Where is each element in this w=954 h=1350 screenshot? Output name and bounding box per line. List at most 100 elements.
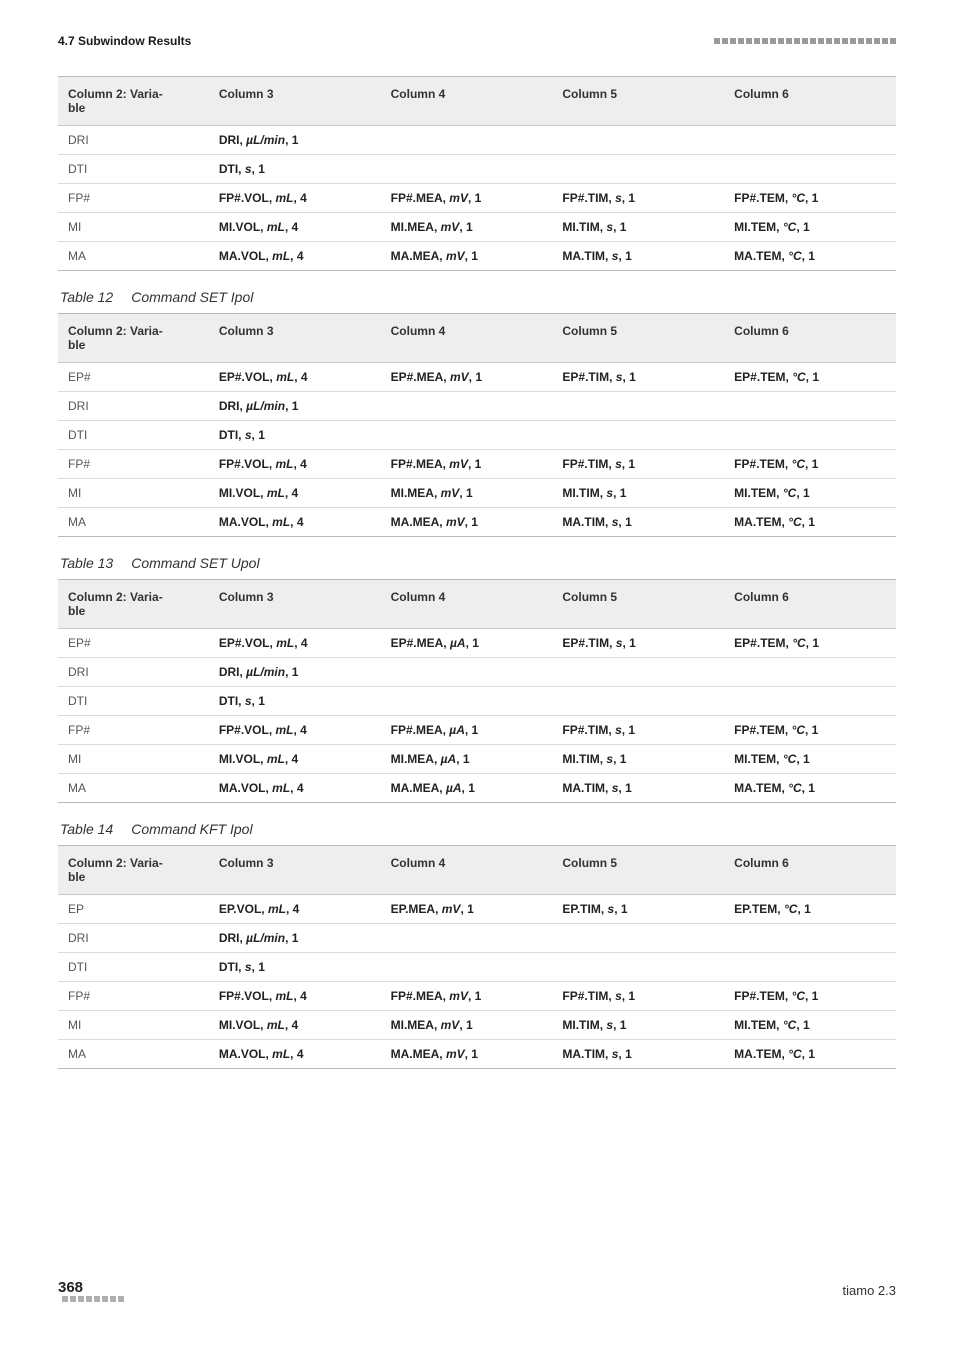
row-value: DRI, µL/min, 1	[209, 658, 381, 687]
table-row: EPEP.VOL, mL, 4EP.MEA, mV, 1EP.TIM, s, 1…	[58, 895, 896, 924]
row-value: EP#.MEA, µA, 1	[381, 629, 553, 658]
row-value	[552, 421, 724, 450]
row-variable: EP#	[58, 629, 209, 658]
table-header-cell: Column 4	[381, 314, 553, 363]
table-header-cell: Column 3	[209, 77, 381, 126]
table-row: MIMI.VOL, mL, 4MI.MEA, mV, 1MI.TIM, s, 1…	[58, 1011, 896, 1040]
row-value: MI.TEM, °C, 1	[724, 213, 896, 242]
row-value	[552, 392, 724, 421]
row-variable: FP#	[58, 716, 209, 745]
table-header-cell: Column 5	[552, 580, 724, 629]
row-value: FP#.VOL, mL, 4	[209, 716, 381, 745]
row-value: EP.TIM, s, 1	[552, 895, 724, 924]
table-header-cell: Column 6	[724, 846, 896, 895]
page-number: 368	[58, 1279, 83, 1296]
table-header-cell: Column 6	[724, 77, 896, 126]
row-value: EP.TEM, °C, 1	[724, 895, 896, 924]
row-value: MI.TIM, s, 1	[552, 1011, 724, 1040]
row-value: FP#.VOL, mL, 4	[209, 450, 381, 479]
row-value: FP#.TIM, s, 1	[552, 982, 724, 1011]
table-header-cell: Column 4	[381, 77, 553, 126]
row-variable: DTI	[58, 953, 209, 982]
table-row: DRIDRI, µL/min, 1	[58, 392, 896, 421]
row-value: MA.TIM, s, 1	[552, 508, 724, 537]
table-header-cell: Column 6	[724, 314, 896, 363]
row-value: FP#.MEA, mV, 1	[381, 184, 553, 213]
table-row: MIMI.VOL, mL, 4MI.MEA, mV, 1MI.TIM, s, 1…	[58, 213, 896, 242]
row-value: DTI, s, 1	[209, 687, 381, 716]
row-variable: DRI	[58, 126, 209, 155]
table-header-cell: Column 5	[552, 846, 724, 895]
row-variable: DTI	[58, 155, 209, 184]
row-value	[724, 155, 896, 184]
row-value: MA.MEA, mV, 1	[381, 508, 553, 537]
row-variable: DTI	[58, 687, 209, 716]
table-row: DTIDTI, s, 1	[58, 953, 896, 982]
row-value: MI.TIM, s, 1	[552, 213, 724, 242]
row-value	[381, 924, 553, 953]
row-value: MI.TIM, s, 1	[552, 479, 724, 508]
section-title: 4.7 Subwindow Results	[58, 34, 191, 48]
row-value: MA.MEA, mV, 1	[381, 1040, 553, 1069]
table-row: DTIDTI, s, 1	[58, 421, 896, 450]
data-table: Column 2: Varia-bleColumn 3Column 4Colum…	[58, 313, 896, 537]
row-value	[381, 687, 553, 716]
row-variable: DRI	[58, 658, 209, 687]
table-row: FP#FP#.VOL, mL, 4FP#.MEA, mV, 1FP#.TIM, …	[58, 450, 896, 479]
row-variable: MI	[58, 213, 209, 242]
table-header-cell: Column 2: Varia-ble	[58, 580, 209, 629]
row-value	[724, 421, 896, 450]
row-variable: MA	[58, 508, 209, 537]
row-value: FP#.TEM, °C, 1	[724, 450, 896, 479]
row-value: DRI, µL/min, 1	[209, 924, 381, 953]
row-variable: EP#	[58, 363, 209, 392]
row-value	[381, 953, 553, 982]
data-table: Column 2: Varia-bleColumn 3Column 4Colum…	[58, 845, 896, 1069]
row-value: EP#.MEA, mV, 1	[381, 363, 553, 392]
row-value: FP#.MEA, mV, 1	[381, 450, 553, 479]
table-header-cell: Column 3	[209, 580, 381, 629]
table-row: DRIDRI, µL/min, 1	[58, 658, 896, 687]
data-table: Column 2: Varia-bleColumn 3Column 4Colum…	[58, 579, 896, 803]
table-header-cell: Column 2: Varia-ble	[58, 77, 209, 126]
table-header-cell: Column 3	[209, 846, 381, 895]
row-value: MA.TEM, °C, 1	[724, 242, 896, 271]
row-value: EP#.VOL, mL, 4	[209, 629, 381, 658]
row-value: DRI, µL/min, 1	[209, 392, 381, 421]
row-value: MA.VOL, mL, 4	[209, 1040, 381, 1069]
row-value	[552, 126, 724, 155]
row-value: MA.MEA, mV, 1	[381, 242, 553, 271]
row-value: FP#.TIM, s, 1	[552, 716, 724, 745]
header-dash-icon	[714, 38, 896, 44]
row-variable: MA	[58, 1040, 209, 1069]
table-header-cell: Column 2: Varia-ble	[58, 314, 209, 363]
row-value: MI.VOL, mL, 4	[209, 213, 381, 242]
table-row: DRIDRI, µL/min, 1	[58, 126, 896, 155]
row-value: MI.MEA, µA, 1	[381, 745, 553, 774]
row-variable: MI	[58, 1011, 209, 1040]
table-header-cell: Column 5	[552, 314, 724, 363]
row-value: FP#.TEM, °C, 1	[724, 716, 896, 745]
page-footer: 368 tiamo 2.3	[58, 1279, 896, 1302]
row-value: MA.VOL, mL, 4	[209, 242, 381, 271]
row-value	[381, 126, 553, 155]
row-value	[724, 953, 896, 982]
row-variable: DRI	[58, 392, 209, 421]
row-value	[724, 126, 896, 155]
row-value	[724, 658, 896, 687]
product-name: tiamo 2.3	[843, 1283, 896, 1298]
table-row: DTIDTI, s, 1	[58, 687, 896, 716]
table-row: DTIDTI, s, 1	[58, 155, 896, 184]
row-value: EP#.TIM, s, 1	[552, 629, 724, 658]
table-caption: Table 14Command KFT Ipol	[60, 821, 896, 837]
table-row: MIMI.VOL, mL, 4MI.MEA, mV, 1MI.TIM, s, 1…	[58, 479, 896, 508]
table-header-cell: Column 6	[724, 580, 896, 629]
row-value: DRI, µL/min, 1	[209, 126, 381, 155]
row-value: MI.TEM, °C, 1	[724, 479, 896, 508]
row-variable: DTI	[58, 421, 209, 450]
tables-container: Column 2: Varia-bleColumn 3Column 4Colum…	[58, 76, 896, 1069]
table-header-cell: Column 5	[552, 77, 724, 126]
page-header: 4.7 Subwindow Results	[58, 34, 896, 48]
row-variable: FP#	[58, 982, 209, 1011]
row-value: MI.MEA, mV, 1	[381, 1011, 553, 1040]
